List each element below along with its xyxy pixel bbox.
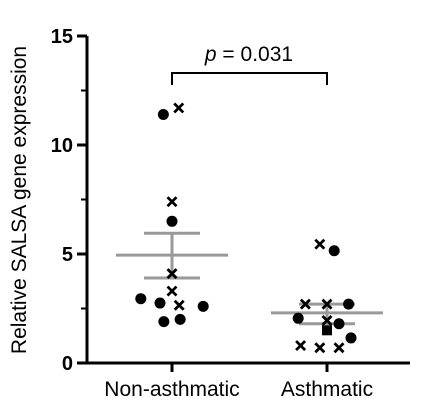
data-point-cross <box>314 238 326 250</box>
data-point-cross <box>173 299 185 311</box>
data-point-circle <box>197 300 209 312</box>
chart-marks <box>116 72 383 354</box>
significance-bracket <box>171 72 328 86</box>
axes: 0 5 10 15 <box>51 26 410 375</box>
data-point-cross <box>166 285 178 297</box>
data-point-circle <box>333 318 345 330</box>
data-point-square <box>322 325 332 336</box>
data-point-circle <box>292 312 304 324</box>
data-point-cross <box>314 342 326 354</box>
data-point-cross <box>173 102 185 114</box>
data-point-cross <box>299 298 311 310</box>
y-axis-label: Relative SALSA gene expression <box>8 46 31 354</box>
data-point-circle <box>157 108 169 120</box>
data-point-circle <box>154 297 166 309</box>
data-point-cross <box>166 268 178 280</box>
p-value-annotation: p = 0.031 <box>204 43 293 66</box>
data-point-circle <box>328 245 340 257</box>
x-tick-label-non-asthmatic: Non-asthmatic <box>104 378 239 401</box>
data-point-circle <box>158 316 170 328</box>
y-tick-label: 5 <box>62 244 73 266</box>
data-point-circle <box>174 313 186 325</box>
y-tick-label: 15 <box>51 26 73 48</box>
data-point-circle <box>166 215 178 227</box>
data-point-cross <box>166 196 178 208</box>
data-point-cross <box>321 315 333 326</box>
data-point-circle <box>135 293 147 305</box>
y-tick-label: 0 <box>62 353 73 375</box>
data-point-circle <box>345 332 357 344</box>
data-point-cross <box>321 298 333 310</box>
y-tick-label: 10 <box>51 135 73 157</box>
p-symbol: p <box>204 43 217 66</box>
data-point-cross <box>333 342 345 354</box>
p-value-text: = 0.031 <box>217 43 293 66</box>
data-point-circle <box>343 298 355 310</box>
x-tick-label-asthmatic: Asthmatic <box>281 378 373 401</box>
data-point-cross <box>295 340 307 352</box>
